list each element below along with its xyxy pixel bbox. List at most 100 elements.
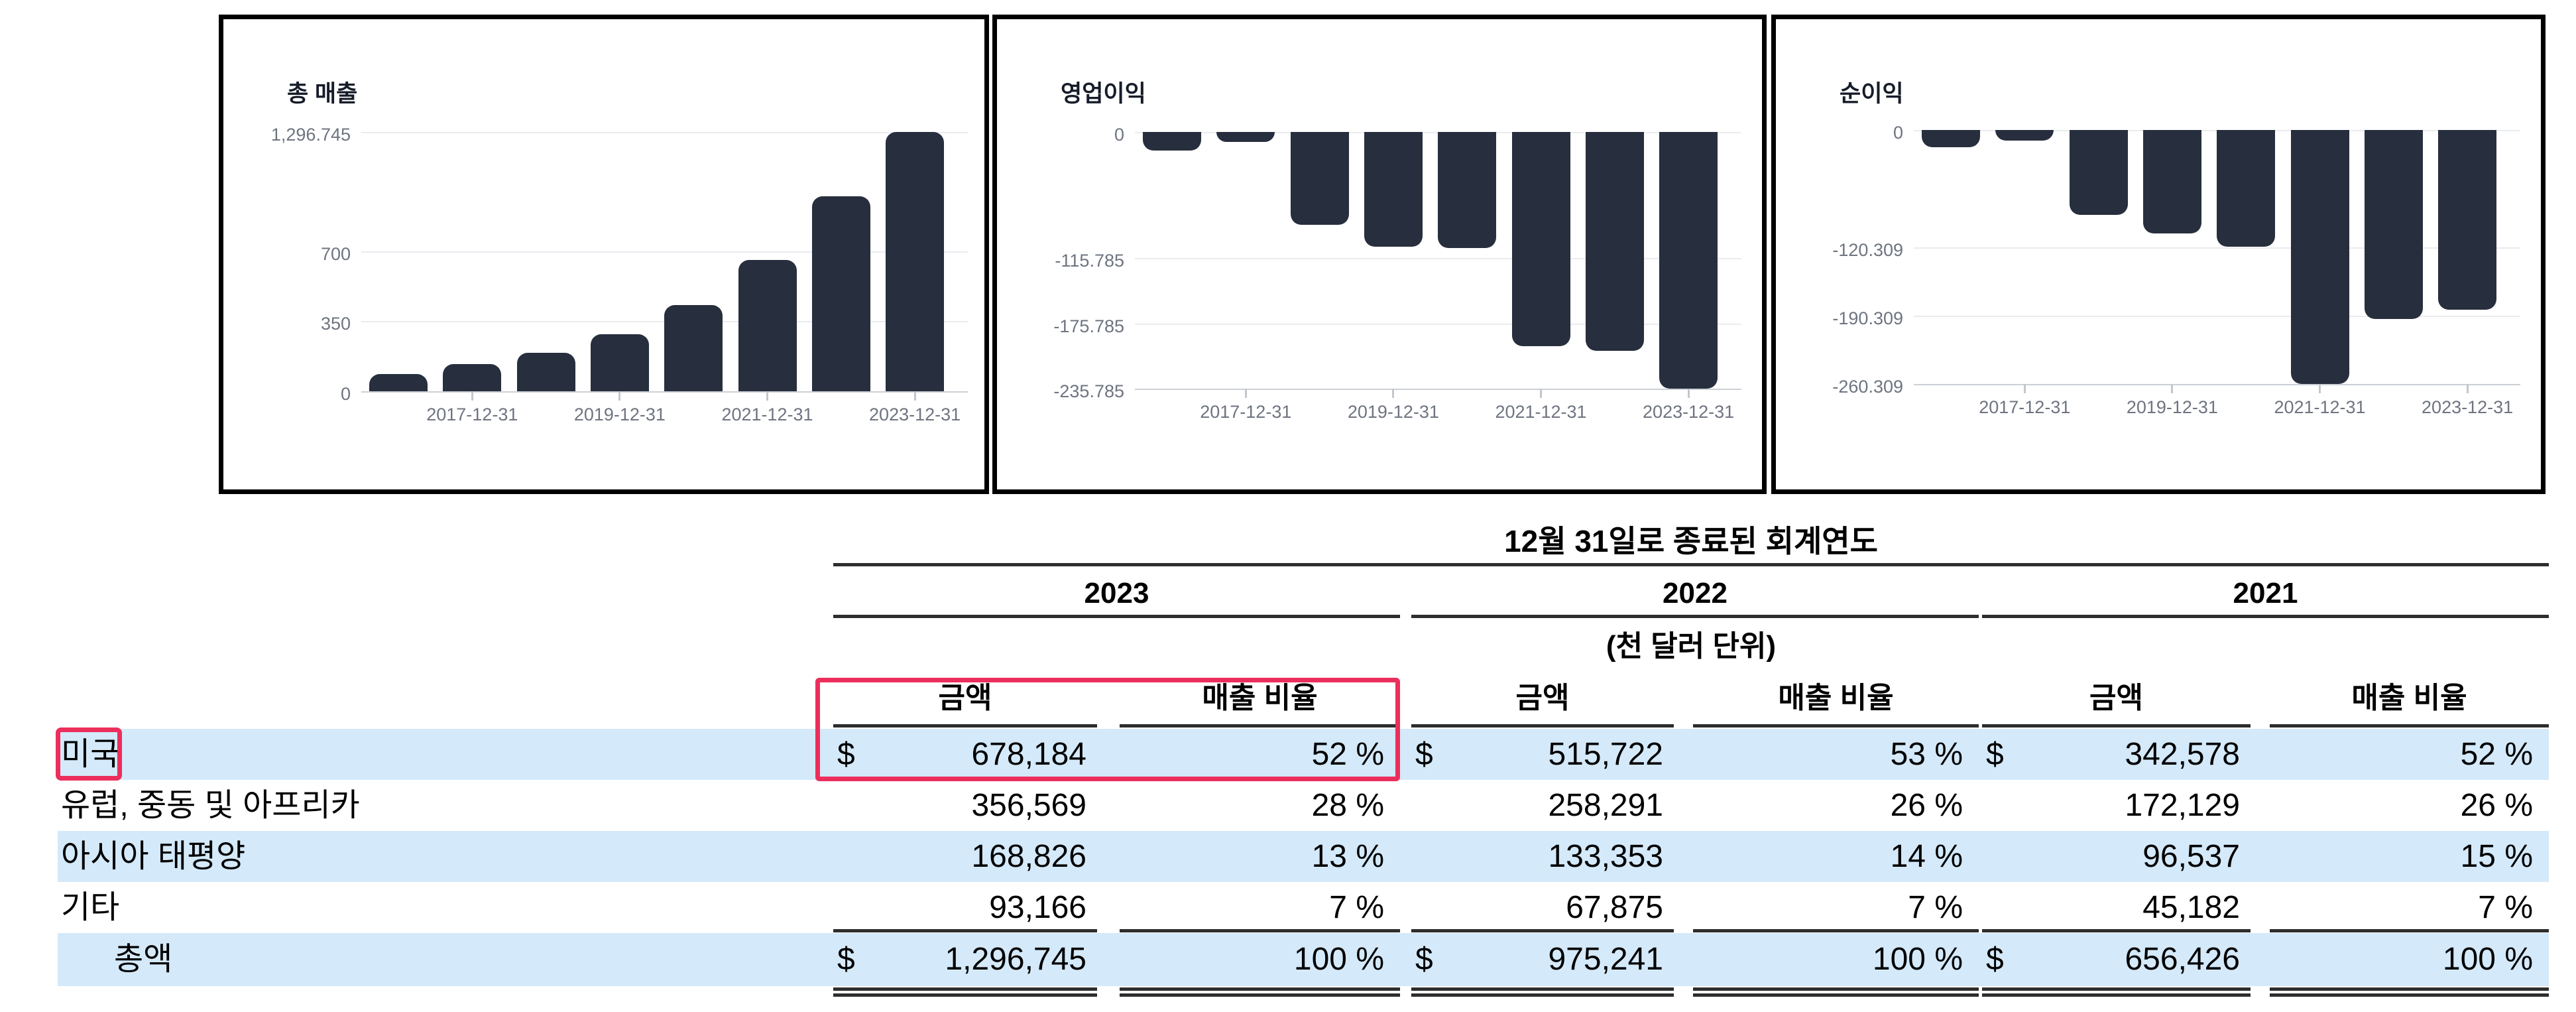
total-row-bottom-rule (1982, 987, 2251, 991)
chart-title-net-income: 순이익 (1840, 81, 1904, 107)
x-axis-tick-label: 2019-12-31 (573, 405, 666, 424)
bar-2019-12-31 (1364, 132, 1423, 247)
ratio-value: 26 % (1890, 788, 1963, 823)
bar-2022-12-31 (2364, 130, 2423, 319)
table-row-total: 총액 $1,296,745 100 % $975,241 100 % $656,426 10… (58, 933, 2549, 986)
table-row-0: 미국 $678,184 52 % $515,722 53 % $342,578 52 % (58, 729, 2549, 780)
total-row-top-rule (833, 929, 1097, 932)
amount-value: 515,722 (1548, 737, 1663, 772)
currency-symbol: $ (837, 737, 855, 772)
amount-value: 356,569 (971, 788, 1086, 823)
x-axis-tick-label: 2023-12-31 (1643, 402, 1735, 422)
row-label: 미국 (61, 737, 120, 772)
ratio-value: 100 % (1872, 942, 1963, 977)
bar-2017-12-31 (443, 364, 502, 391)
col-header-amount-2021: 금액 (2089, 682, 2143, 714)
column-header-underline (1411, 724, 1674, 727)
annotation-box-us-row-label (56, 727, 122, 781)
year-2023-rule (833, 615, 1400, 618)
y-axis-tick-label: -190.309 (1832, 308, 1903, 328)
gridline-700 (361, 251, 968, 253)
col-header-amount-2023: 금액 (938, 682, 992, 714)
table-row-2: 아시아 태평양 168,826 13 % 133,353 14 % 96,537 15 % (58, 831, 2549, 882)
bar-2021-12-31 (738, 260, 797, 391)
x-axis-tick-mark (766, 391, 768, 401)
amount-value: 45,182 (2142, 890, 2240, 925)
table-unit-note: (천 달러 단위) (1606, 630, 1777, 663)
row-label: 총액 (114, 942, 173, 977)
chart-title-operating-income: 영업이익 (1061, 81, 1146, 107)
x-axis-tick-mark (2466, 384, 2469, 393)
chart-card-total-revenue: 총 매출 1,296.745 700 350 0 2017-12-31 2019-12-3… (219, 15, 989, 494)
year-2021-rule (1982, 615, 2549, 618)
y-axis-tick-label: 0 (340, 384, 351, 404)
bar-2022-12-31 (1585, 132, 1644, 351)
total-row-top-rule (1411, 929, 1674, 932)
x-axis-tick-label: 2021-12-31 (1495, 402, 1587, 422)
bar-2017-12-31 (1216, 132, 1275, 143)
ratio-value: 53 % (1890, 737, 1963, 772)
x-axis-tick-label: 2023-12-31 (869, 405, 961, 424)
gridline-1,296.745 (361, 132, 968, 133)
ratio-value: 14 % (1890, 839, 1963, 874)
table-fiscal-year-header: 12월 31일로 종료된 회계연도 (1504, 524, 1878, 558)
total-row-bottom-rule (1982, 993, 2251, 997)
y-axis-tick-label: 350 (320, 314, 351, 334)
x-axis-tick-label: 2017-12-31 (426, 405, 518, 424)
total-row-bottom-rule (1120, 987, 1400, 991)
col-header-ratio-2022: 매출 비율 (1778, 682, 1894, 714)
bar-2020-12-31 (2217, 130, 2276, 247)
currency-symbol: $ (1415, 942, 1433, 977)
currency-symbol: $ (1986, 942, 2004, 977)
y-axis-tick-label: 0 (1114, 125, 1124, 145)
x-axis-tick-mark (913, 391, 916, 401)
bar-2023-12-31 (886, 132, 945, 391)
bar-2023-12-31 (2438, 130, 2497, 310)
y-axis-tick-label: 1,296.745 (270, 125, 351, 145)
total-row-bottom-rule (2270, 993, 2549, 997)
x-axis-tick-mark (618, 391, 621, 401)
total-row-bottom-rule (833, 987, 1097, 991)
bar-2016-12-31 (1143, 132, 1201, 151)
x-axis-tick-label: 2021-12-31 (2274, 397, 2366, 417)
total-row-bottom-rule (1411, 993, 1674, 997)
x-axis-tick-mark (2023, 384, 2026, 393)
amount-value: 96,537 (2142, 839, 2240, 874)
ratio-value: 26 % (2460, 788, 2533, 823)
table-top-rule (833, 563, 2549, 566)
y-axis-tick-label: -260.309 (1832, 377, 1903, 397)
amount-value: 133,353 (1548, 839, 1663, 874)
table-row-3: 기타 93,166 7 % 67,875 7 % 45,182 7 % (58, 882, 2549, 933)
currency-symbol: $ (1415, 737, 1433, 772)
bar-2023-12-31 (1659, 132, 1718, 389)
total-row-bottom-rule (1120, 993, 1400, 997)
x-axis-tick-label: 2021-12-31 (721, 405, 813, 424)
row-label: 기타 (61, 890, 120, 925)
amount-value: 172,129 (2125, 788, 2240, 823)
col-header-ratio-2023: 매출 비율 (1202, 682, 1318, 714)
annotation-box-2023-columns (815, 678, 1400, 781)
total-row-bottom-rule (1693, 993, 1979, 997)
x-axis-tick-mark (471, 391, 473, 401)
row-label: 유럽, 중동 및 아프리카 (61, 788, 360, 823)
row-label: 아시아 태평양 (61, 839, 246, 874)
x-axis-tick-mark (2171, 384, 2174, 393)
bar-2020-12-31 (664, 305, 723, 391)
x-axis-tick-mark (2319, 384, 2321, 393)
bar-2018-12-31 (1290, 132, 1349, 225)
total-row-top-rule (1982, 929, 2251, 932)
gridline--235.785 (1135, 389, 1741, 390)
x-axis-tick-mark (1244, 389, 1247, 398)
x-axis-tick-label: 2019-12-31 (1347, 402, 1439, 422)
gridline--175.785 (1135, 324, 1741, 325)
y-axis-tick-label: 700 (320, 244, 351, 264)
total-row-top-rule (1693, 929, 1979, 932)
total-row-top-rule (1120, 929, 1400, 932)
col-header-ratio-2021: 매출 비율 (2351, 682, 2467, 714)
ratio-value: 7 % (2478, 890, 2533, 925)
gridline--190.309 (1914, 316, 2520, 317)
y-axis-tick-label: 0 (1893, 123, 1903, 143)
bar-2018-12-31 (2069, 130, 2128, 216)
gridline-0 (361, 391, 968, 393)
